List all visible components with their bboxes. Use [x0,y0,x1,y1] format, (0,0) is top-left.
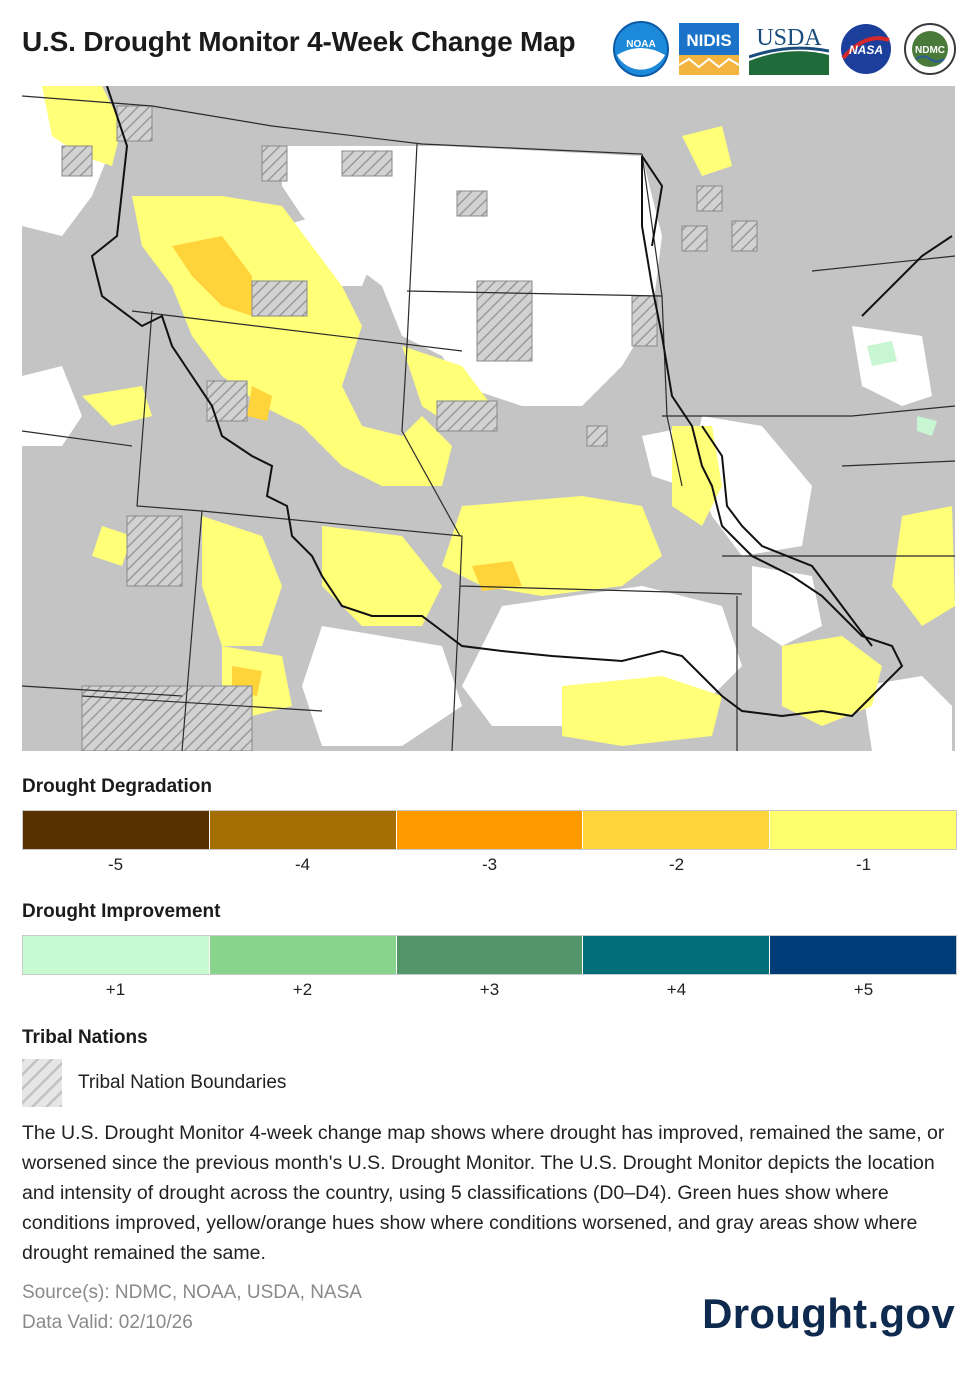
degradation-swatch [396,811,584,849]
tribal-nation-boundaries [61,105,758,751]
ndmc-logo[interactable]: NDMC [903,21,957,77]
tribal-hatch-swatch [22,1059,62,1107]
improvement-label: +2 [292,980,313,999]
improvement-label: +4 [666,980,687,999]
degradation-swatch [209,811,397,849]
degradation-labels: -5 -4 -3 -2 -1 [22,855,957,875]
data-valid-text: Data Valid: 02/10/26 [22,1312,193,1333]
improvement-color-scale [22,935,957,975]
noaa-logo[interactable]: NOAA [613,21,669,77]
degradation-swatch [583,811,771,849]
map-canvas [22,86,955,751]
drought-change-map[interactable] [22,86,955,751]
no-drought-areas [22,86,952,751]
degradation-label: -4 [294,855,311,874]
degradation-label: -5 [107,855,124,874]
improvement-swatch [23,936,210,974]
degradation-swatch [770,811,956,849]
improvement-swatch [396,936,584,974]
degradation-label: -2 [668,855,685,874]
degradation-label: -3 [481,855,498,874]
description-text: The U.S. Drought Monitor 4-week change m… [22,1122,945,1264]
degradation-color-scale [22,810,957,850]
header: U.S. Drought Monitor 4-Week Change Map N… [22,18,957,80]
nasa-logo[interactable]: NASA [839,22,893,76]
usda-logo[interactable]: USDA [749,21,829,77]
footer-sources: Source(s): NDMC, NOAA, USDA, NASA Data V… [22,1278,362,1338]
nidis-logo[interactable]: NIDIS [679,21,739,77]
svg-text:NASA: NASA [849,43,883,57]
improvement-labels: +1 +2 +3 +4 +5 [22,980,957,1000]
svg-text:USDA: USDA [756,25,822,51]
improvement-label: +1 [105,980,126,999]
drought-gov-link[interactable]: Drought.gov [702,1290,955,1337]
improvement-title: Drought Improvement [22,901,221,922]
svg-text:NDMC: NDMC [915,45,945,56]
tribal-label: Tribal Nation Boundaries [78,1072,287,1093]
tribal-title: Tribal Nations [22,1027,148,1048]
improvement-swatch [583,936,771,974]
improvement-label: +5 [853,980,874,999]
svg-text:NIDIS: NIDIS [686,31,731,50]
tribal-legend-item: Tribal Nation Boundaries [22,1058,286,1108]
degradation-swatch [23,811,210,849]
page-title: U.S. Drought Monitor 4-Week Change Map [22,26,576,57]
improvement-swatch [209,936,397,974]
improvement-swatch [770,936,956,974]
svg-text:NOAA: NOAA [626,39,655,50]
partner-logos: NOAA NIDIS USDA NASA [613,18,957,80]
region-outlines [90,86,953,718]
improvement-label: +3 [479,980,500,999]
improvement-plus1-areas [867,341,937,436]
sources-text: Source(s): NDMC, NOAA, USDA, NASA [22,1282,362,1303]
degradation-label: -1 [855,855,872,874]
degradation-title: Drought Degradation [22,776,212,797]
